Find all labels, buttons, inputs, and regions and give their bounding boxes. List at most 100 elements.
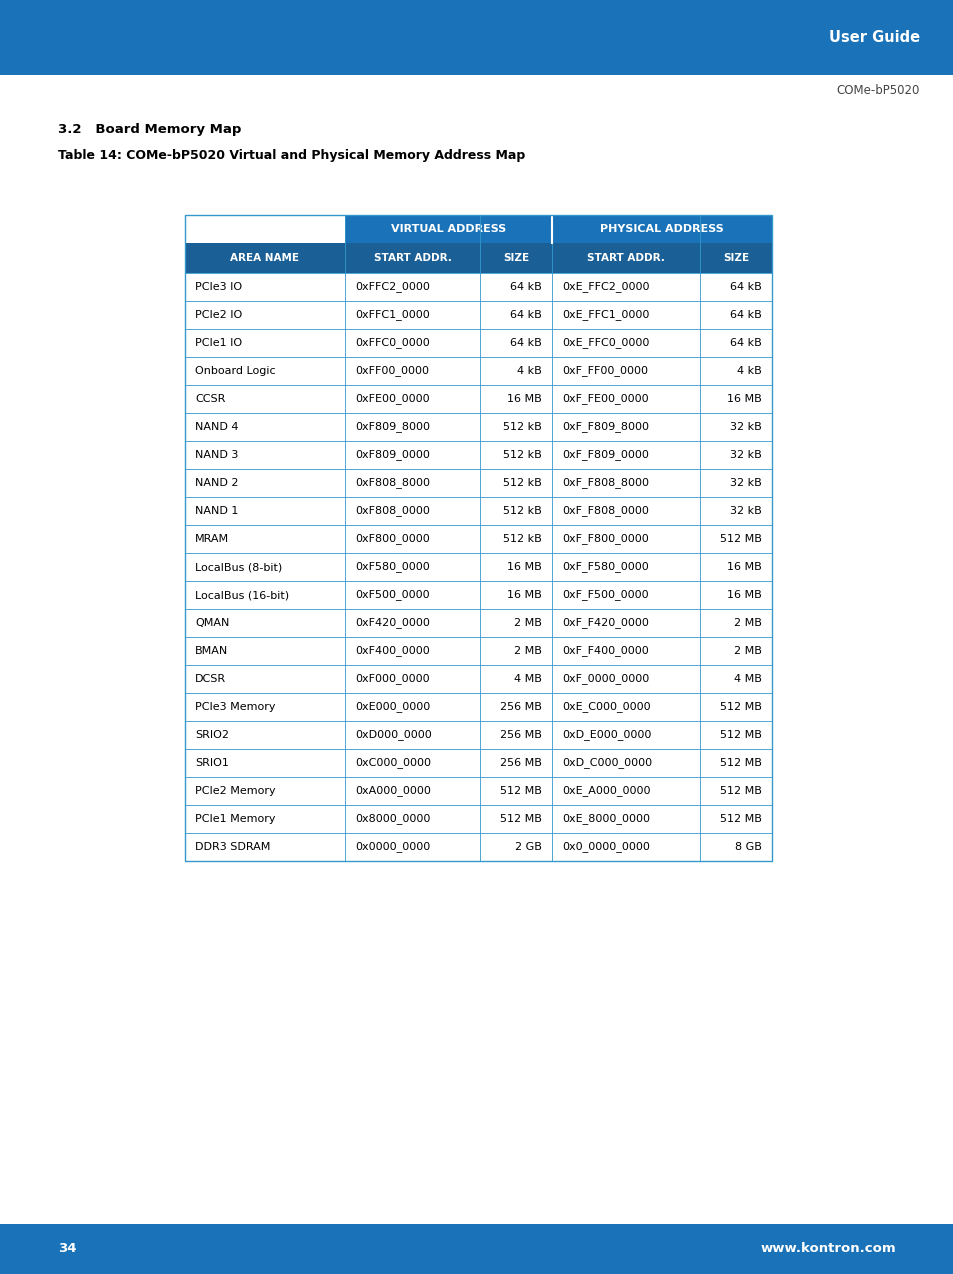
- Text: 0xFF00_0000: 0xFF00_0000: [355, 366, 429, 376]
- Bar: [185, 469, 771, 497]
- Text: 0xF_F400_0000: 0xF_F400_0000: [561, 646, 648, 656]
- Text: 512 MB: 512 MB: [720, 730, 761, 740]
- Bar: [345, 243, 479, 273]
- Text: 0xF000_0000: 0xF000_0000: [355, 674, 429, 684]
- Text: 0xF500_0000: 0xF500_0000: [355, 590, 429, 600]
- Bar: [552, 243, 700, 273]
- Text: 0x8000_0000: 0x8000_0000: [355, 814, 430, 824]
- Text: 16 MB: 16 MB: [726, 562, 761, 572]
- Text: 0xFFC0_0000: 0xFFC0_0000: [355, 338, 429, 349]
- Text: 4 MB: 4 MB: [514, 674, 541, 684]
- Text: 32 kB: 32 kB: [729, 478, 761, 488]
- Text: 0xF_F800_0000: 0xF_F800_0000: [561, 534, 648, 544]
- Text: NAND 2: NAND 2: [194, 478, 238, 488]
- Text: SRIO2: SRIO2: [194, 730, 229, 740]
- Text: Table 14: COMe-bP5020 Virtual and Physical Memory Address Map: Table 14: COMe-bP5020 Virtual and Physic…: [58, 149, 525, 162]
- Text: 0xF_FF00_0000: 0xF_FF00_0000: [561, 366, 647, 376]
- Text: 0xF_F420_0000: 0xF_F420_0000: [561, 618, 648, 628]
- Bar: [185, 441, 771, 469]
- Text: PHYSICAL ADDRESS: PHYSICAL ADDRESS: [599, 224, 723, 234]
- Text: 0xF_FE00_0000: 0xF_FE00_0000: [561, 394, 648, 404]
- Text: 0xE_8000_0000: 0xE_8000_0000: [561, 814, 649, 824]
- Text: PCIe3 IO: PCIe3 IO: [194, 282, 242, 292]
- Text: 64 kB: 64 kB: [510, 282, 541, 292]
- Text: 16 MB: 16 MB: [507, 590, 541, 600]
- Bar: [185, 329, 771, 357]
- Text: 4 MB: 4 MB: [734, 674, 761, 684]
- Text: 256 MB: 256 MB: [499, 730, 541, 740]
- Bar: [0, 0, 953, 75]
- Text: 0xF_F500_0000: 0xF_F500_0000: [561, 590, 648, 600]
- Text: 512 kB: 512 kB: [503, 422, 541, 432]
- Text: SRIO1: SRIO1: [194, 758, 229, 768]
- Text: 0xC000_0000: 0xC000_0000: [355, 758, 431, 768]
- Text: START ADDR.: START ADDR.: [586, 254, 664, 262]
- Text: 256 MB: 256 MB: [499, 758, 541, 768]
- Bar: [185, 581, 771, 609]
- Text: PCIe1 Memory: PCIe1 Memory: [194, 814, 275, 824]
- Text: MRAM: MRAM: [194, 534, 229, 544]
- Text: 512 kB: 512 kB: [503, 478, 541, 488]
- Text: LocalBus (16-bit): LocalBus (16-bit): [194, 590, 289, 600]
- Bar: [185, 273, 771, 301]
- Text: 2 MB: 2 MB: [514, 618, 541, 628]
- Text: 0xE_FFC1_0000: 0xE_FFC1_0000: [561, 310, 649, 321]
- Text: 16 MB: 16 MB: [507, 394, 541, 404]
- Text: COMe-bP5020: COMe-bP5020: [836, 84, 919, 98]
- Text: 4 kB: 4 kB: [517, 366, 541, 376]
- Bar: [185, 215, 771, 861]
- Text: 0xF420_0000: 0xF420_0000: [355, 618, 430, 628]
- Bar: [185, 553, 771, 581]
- Text: 0xF_F809_0000: 0xF_F809_0000: [561, 450, 648, 460]
- Text: 64 kB: 64 kB: [729, 310, 761, 320]
- Text: 0xFFC1_0000: 0xFFC1_0000: [355, 310, 429, 321]
- Bar: [185, 749, 771, 777]
- Text: 0xD_C000_0000: 0xD_C000_0000: [561, 758, 652, 768]
- Text: 0xF_0000_0000: 0xF_0000_0000: [561, 674, 649, 684]
- Text: 4 kB: 4 kB: [737, 366, 761, 376]
- Text: 16 MB: 16 MB: [507, 562, 541, 572]
- Text: User Guide: User Guide: [828, 31, 919, 45]
- Text: NAND 3: NAND 3: [194, 450, 238, 460]
- Text: 2 MB: 2 MB: [514, 646, 541, 656]
- Text: NAND 1: NAND 1: [194, 506, 238, 516]
- Bar: [185, 693, 771, 721]
- Text: 0xD000_0000: 0xD000_0000: [355, 730, 432, 740]
- Text: PCIe1 IO: PCIe1 IO: [194, 338, 242, 348]
- Text: 2 GB: 2 GB: [515, 842, 541, 852]
- Text: NAND 4: NAND 4: [194, 422, 238, 432]
- Text: 32 kB: 32 kB: [729, 450, 761, 460]
- Text: 512 MB: 512 MB: [499, 814, 541, 824]
- Text: 256 MB: 256 MB: [499, 702, 541, 712]
- Text: START ADDR.: START ADDR.: [374, 254, 451, 262]
- Bar: [552, 215, 771, 243]
- Text: 512 MB: 512 MB: [720, 758, 761, 768]
- Text: 0xF_F808_8000: 0xF_F808_8000: [561, 478, 648, 488]
- Text: 0xD_E000_0000: 0xD_E000_0000: [561, 730, 651, 740]
- Text: 3.2   Board Memory Map: 3.2 Board Memory Map: [58, 124, 241, 136]
- Bar: [700, 243, 771, 273]
- Text: 0xF580_0000: 0xF580_0000: [355, 562, 429, 572]
- Bar: [185, 497, 771, 525]
- Text: 64 kB: 64 kB: [510, 338, 541, 348]
- Text: 64 kB: 64 kB: [729, 282, 761, 292]
- Text: 0xFFC2_0000: 0xFFC2_0000: [355, 282, 430, 293]
- Bar: [185, 609, 771, 637]
- Text: 0xE_A000_0000: 0xE_A000_0000: [561, 786, 650, 796]
- Text: 0xF809_8000: 0xF809_8000: [355, 422, 430, 432]
- Bar: [479, 243, 552, 273]
- Text: 512 MB: 512 MB: [720, 534, 761, 544]
- Text: 512 MB: 512 MB: [499, 786, 541, 796]
- Text: 32 kB: 32 kB: [729, 506, 761, 516]
- Text: 2 MB: 2 MB: [734, 646, 761, 656]
- Text: 0x0000_0000: 0x0000_0000: [355, 842, 430, 852]
- Text: DCSR: DCSR: [194, 674, 226, 684]
- Text: 0xF800_0000: 0xF800_0000: [355, 534, 429, 544]
- Text: 0xF_F809_8000: 0xF_F809_8000: [561, 422, 648, 432]
- Bar: [185, 721, 771, 749]
- Text: 0xE000_0000: 0xE000_0000: [355, 702, 430, 712]
- Text: 8 GB: 8 GB: [735, 842, 761, 852]
- Bar: [185, 665, 771, 693]
- Text: 0xFE00_0000: 0xFE00_0000: [355, 394, 429, 404]
- Text: 32 kB: 32 kB: [729, 422, 761, 432]
